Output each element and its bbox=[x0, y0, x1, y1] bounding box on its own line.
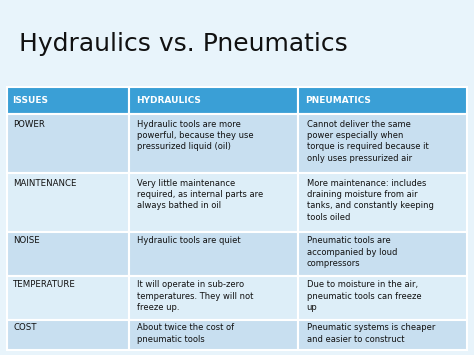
Text: It will operate in sub-zero
temperatures. They will not
freeze up.: It will operate in sub-zero temperatures… bbox=[137, 280, 254, 312]
Bar bbox=[298, 231, 467, 276]
Bar bbox=[298, 276, 467, 320]
Text: Hydraulic tools are quiet: Hydraulic tools are quiet bbox=[137, 236, 241, 245]
Bar bbox=[7, 231, 129, 276]
Text: Pneumatic tools are
accompanied by loud
compressors: Pneumatic tools are accompanied by loud … bbox=[307, 236, 397, 268]
Bar bbox=[298, 320, 467, 350]
Text: NOISE: NOISE bbox=[13, 236, 40, 245]
Text: Due to moisture in the air,
pneumatic tools can freeze
up: Due to moisture in the air, pneumatic to… bbox=[307, 280, 421, 312]
Bar bbox=[129, 114, 298, 173]
Bar bbox=[298, 87, 467, 114]
Text: TEMPERATURE: TEMPERATURE bbox=[13, 280, 76, 289]
Bar bbox=[7, 87, 129, 114]
Text: MAINTENANCE: MAINTENANCE bbox=[13, 179, 77, 187]
Bar bbox=[298, 114, 467, 173]
Bar bbox=[7, 276, 129, 320]
Text: About twice the cost of
pneumatic tools: About twice the cost of pneumatic tools bbox=[137, 323, 235, 344]
Text: COST: COST bbox=[13, 323, 36, 332]
Text: Hydraulics vs. Pneumatics: Hydraulics vs. Pneumatics bbox=[19, 32, 348, 56]
Text: Hydraulic tools are more
powerful, because they use
pressurized liquid (oil): Hydraulic tools are more powerful, becau… bbox=[137, 120, 254, 151]
Text: HYDRAULICS: HYDRAULICS bbox=[136, 96, 201, 105]
Text: More maintenance: includes
draining moisture from air
tanks, and constantly keep: More maintenance: includes draining mois… bbox=[307, 179, 433, 222]
Bar bbox=[129, 320, 298, 350]
Bar bbox=[7, 173, 129, 231]
Bar bbox=[129, 173, 298, 231]
Text: ISSUES: ISSUES bbox=[12, 96, 48, 105]
Bar bbox=[129, 276, 298, 320]
Text: POWER: POWER bbox=[13, 120, 45, 129]
Text: Very little maintenance
required, as internal parts are
always bathed in oil: Very little maintenance required, as int… bbox=[137, 179, 264, 211]
Text: PNEUMATICS: PNEUMATICS bbox=[305, 96, 371, 105]
Bar bbox=[7, 114, 129, 173]
Bar bbox=[7, 320, 129, 350]
Bar bbox=[129, 231, 298, 276]
Text: Cannot deliver the same
power especially when
torque is required because it
only: Cannot deliver the same power especially… bbox=[307, 120, 428, 163]
Bar bbox=[129, 87, 298, 114]
Text: Pneumatic systems is cheaper
and easier to construct: Pneumatic systems is cheaper and easier … bbox=[307, 323, 435, 344]
Bar bbox=[298, 173, 467, 231]
